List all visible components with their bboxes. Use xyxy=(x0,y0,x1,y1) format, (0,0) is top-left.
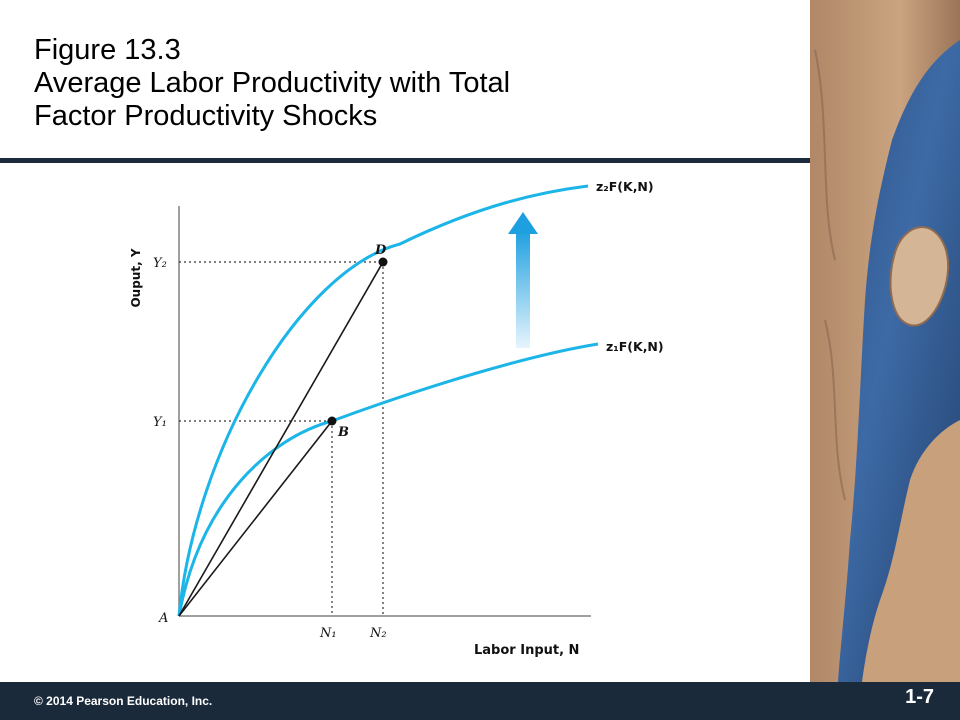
rock-water-photo xyxy=(810,0,960,682)
shift-arrow-icon xyxy=(508,212,538,348)
point-b xyxy=(327,416,337,426)
n1-tick-label: N₁ xyxy=(319,626,337,641)
productivity-diagram: Ouput, Y Labor Input, N A D B Y₂ Y₁ N₁ N… xyxy=(129,179,664,658)
slide-number: 1-7 xyxy=(905,686,934,708)
y-axis-label: Ouput, Y xyxy=(129,248,143,307)
copyright-text: © 2014 Pearson Education, Inc. xyxy=(34,694,213,708)
ray-to-d xyxy=(178,261,384,617)
origin-label: A xyxy=(158,611,168,626)
lower-curve-label: z₁F(K,N) xyxy=(606,339,664,354)
lower-production-curve xyxy=(177,342,599,617)
title-line-2: Average Labor Productivity with Total xyxy=(34,67,511,99)
title-line-3: Factor Productivity Shocks xyxy=(34,100,378,132)
title-line-1: Figure 13.3 xyxy=(34,34,181,66)
upper-curve-label: z₂F(K,N) xyxy=(596,179,654,194)
n2-tick-label: N₂ xyxy=(369,626,387,641)
y1-tick-label: Y₁ xyxy=(153,415,167,430)
upper-production-curve xyxy=(177,184,589,617)
point-d-label: D xyxy=(374,243,387,258)
point-d xyxy=(378,257,388,267)
title-divider xyxy=(0,158,812,163)
point-b-label: B xyxy=(337,425,349,440)
footer-bar xyxy=(0,682,960,720)
x-axis-label: Labor Input, N xyxy=(474,643,579,658)
slide-title: Figure 13.3 Average Labor Productivity w… xyxy=(34,34,794,133)
y2-tick-label: Y₂ xyxy=(153,256,167,271)
ray-to-b xyxy=(178,420,333,617)
